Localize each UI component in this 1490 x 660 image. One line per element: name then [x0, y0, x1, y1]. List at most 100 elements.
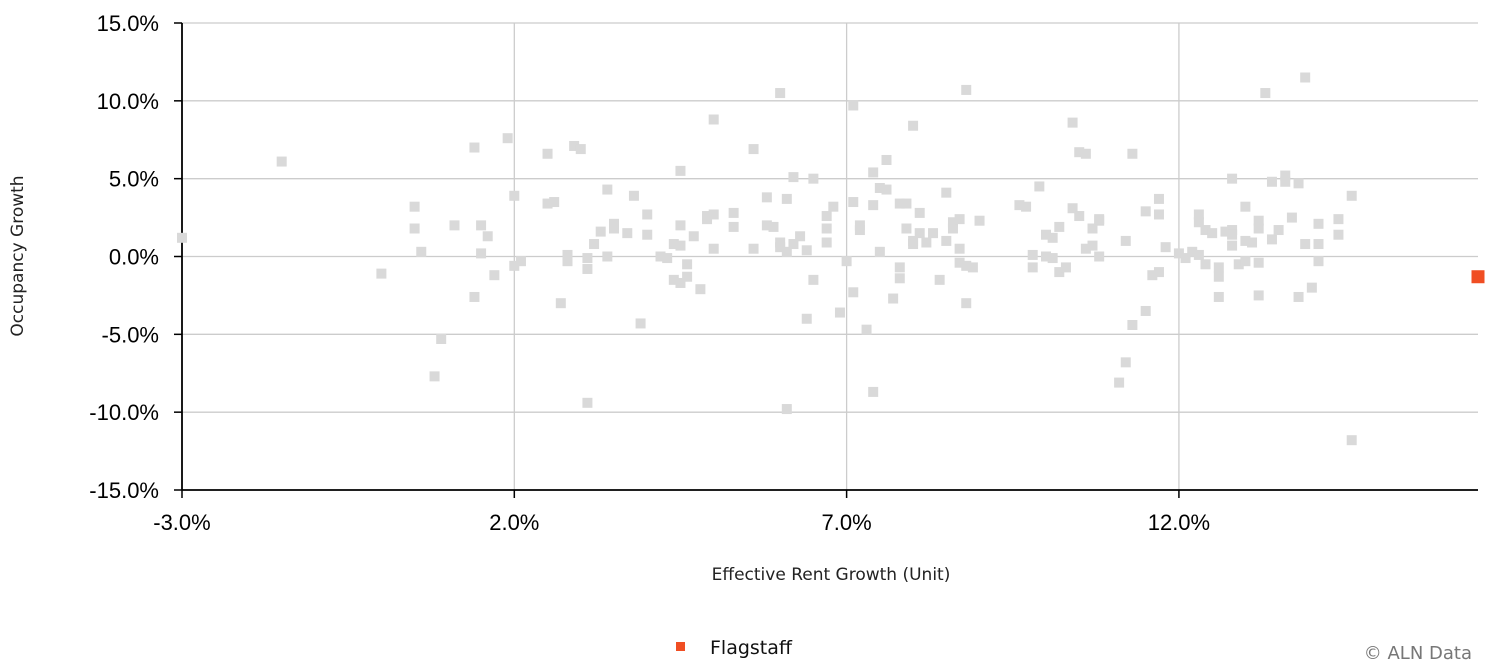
data-point[interactable] — [695, 284, 706, 295]
data-point[interactable] — [1153, 267, 1164, 278]
data-point[interactable] — [795, 231, 806, 242]
data-point[interactable] — [914, 228, 925, 239]
data-point[interactable] — [1140, 305, 1151, 316]
data-point[interactable] — [954, 243, 965, 254]
data-point[interactable] — [1266, 176, 1277, 187]
data-point[interactable] — [476, 248, 487, 259]
data-point[interactable] — [928, 228, 939, 239]
data-point[interactable] — [1021, 201, 1032, 212]
data-point[interactable] — [662, 253, 673, 264]
data-point[interactable] — [1227, 240, 1238, 251]
data-point[interactable] — [1293, 291, 1304, 302]
data-point[interactable] — [781, 404, 792, 415]
data-point[interactable] — [582, 397, 593, 408]
data-point[interactable] — [828, 201, 839, 212]
data-point[interactable] — [1333, 214, 1344, 225]
data-point[interactable] — [1220, 226, 1231, 237]
data-point[interactable] — [682, 271, 693, 282]
data-point[interactable] — [569, 140, 580, 151]
data-point[interactable] — [761, 220, 772, 231]
data-point[interactable] — [708, 114, 719, 125]
data-point[interactable] — [1240, 235, 1251, 246]
data-point[interactable] — [542, 148, 553, 159]
data-point[interactable] — [1240, 256, 1251, 267]
data-point[interactable] — [609, 218, 619, 229]
data-point[interactable] — [1313, 218, 1324, 229]
data-point[interactable] — [1114, 377, 1125, 388]
data-point[interactable] — [821, 211, 832, 222]
data-point[interactable] — [1140, 206, 1151, 217]
data-point[interactable] — [555, 298, 566, 309]
data-point[interactable] — [1054, 221, 1065, 232]
data-point[interactable] — [947, 223, 958, 234]
data-point[interactable] — [775, 88, 786, 99]
data-point[interactable] — [848, 100, 859, 111]
data-point[interactable] — [894, 273, 905, 284]
data-point[interactable] — [177, 232, 187, 243]
data-point[interactable] — [1280, 176, 1291, 187]
data-point[interactable] — [901, 198, 912, 209]
data-point[interactable] — [1260, 88, 1271, 99]
data-point[interactable] — [947, 217, 958, 228]
data-point[interactable] — [934, 274, 945, 285]
data-point[interactable] — [1286, 212, 1297, 223]
data-point[interactable] — [655, 251, 666, 262]
data-point[interactable] — [476, 220, 487, 231]
data-point[interactable] — [1120, 235, 1131, 246]
data-point[interactable] — [436, 334, 447, 345]
data-point[interactable] — [841, 256, 852, 267]
data-point[interactable] — [1240, 201, 1251, 212]
data-point[interactable] — [868, 386, 879, 397]
data-point[interactable] — [595, 226, 606, 237]
data-point[interactable] — [868, 200, 879, 211]
data-point[interactable] — [874, 246, 885, 257]
data-point[interactable] — [1266, 234, 1277, 245]
data-point[interactable] — [894, 198, 905, 209]
data-point[interactable] — [1253, 257, 1264, 268]
data-point[interactable] — [775, 242, 786, 253]
data-point[interactable] — [542, 198, 553, 209]
data-point[interactable] — [376, 268, 387, 279]
data-point[interactable] — [1227, 229, 1238, 240]
data-point[interactable] — [1273, 225, 1284, 236]
data-point[interactable] — [861, 324, 872, 335]
data-point[interactable] — [808, 274, 819, 285]
data-point[interactable] — [961, 298, 972, 309]
data-point[interactable] — [668, 274, 679, 285]
data-point[interactable] — [1067, 203, 1078, 214]
data-point[interactable] — [1153, 209, 1164, 220]
data-point[interactable] — [509, 260, 520, 271]
data-point[interactable] — [908, 120, 919, 131]
data-point[interactable] — [602, 251, 613, 262]
data-point[interactable] — [854, 225, 865, 236]
data-point[interactable] — [409, 223, 420, 234]
data-point[interactable] — [562, 249, 573, 260]
data-point[interactable] — [1067, 117, 1078, 128]
legend-label-flagstaff[interactable]: Flagstaff — [710, 637, 793, 659]
data-point[interactable] — [1193, 249, 1204, 260]
data-point[interactable] — [788, 172, 799, 183]
data-point[interactable] — [1147, 270, 1158, 281]
data-point[interactable] — [1253, 290, 1264, 301]
data-point[interactable] — [881, 184, 892, 195]
data-point[interactable] — [954, 257, 965, 268]
data-point[interactable] — [921, 237, 932, 248]
data-point[interactable] — [589, 239, 600, 250]
data-point[interactable] — [1306, 282, 1317, 293]
data-point[interactable] — [1213, 291, 1224, 302]
data-point[interactable] — [1213, 262, 1224, 273]
data-point[interactable] — [848, 287, 859, 298]
data-point[interactable] — [682, 259, 693, 270]
data-point[interactable] — [602, 184, 613, 195]
data-point[interactable] — [502, 133, 513, 144]
data-point[interactable] — [1041, 251, 1051, 262]
data-point[interactable] — [1054, 267, 1065, 278]
data-point[interactable] — [1280, 170, 1291, 181]
data-point[interactable] — [469, 291, 480, 302]
data-point[interactable] — [1153, 193, 1164, 204]
data-point[interactable] — [668, 239, 679, 250]
data-point[interactable] — [1187, 246, 1198, 257]
data-point[interactable] — [821, 237, 832, 248]
data-point[interactable] — [675, 220, 686, 231]
data-point[interactable] — [1087, 240, 1098, 251]
